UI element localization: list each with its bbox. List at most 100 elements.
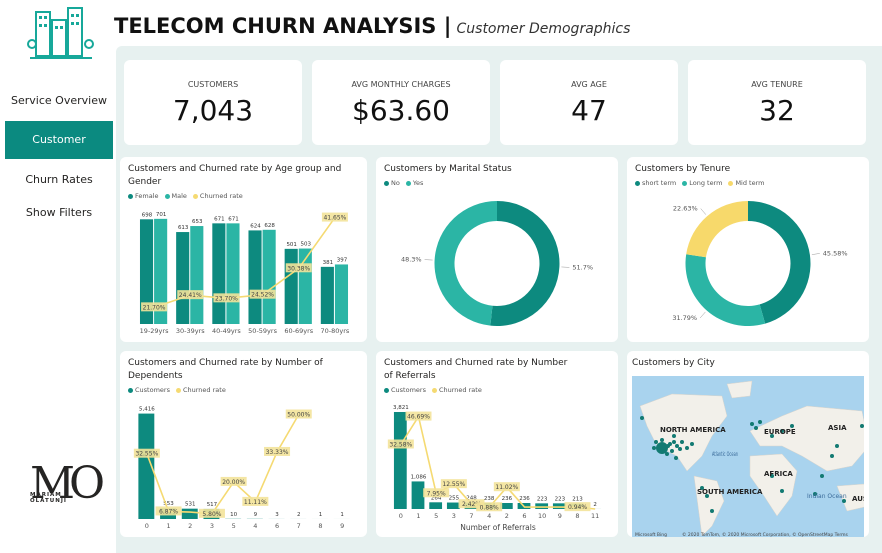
bar-label: 1 [340, 512, 344, 518]
city-dot [860, 423, 864, 428]
x-tick-label: 30-39yrs [176, 327, 205, 335]
x-tick-label: 3 [210, 522, 214, 530]
legend: short term Long term Mid term [635, 179, 861, 187]
data-label-bg [177, 290, 204, 300]
bar-label: 671 [214, 216, 225, 222]
x-tick-label: 8 [318, 522, 322, 530]
bar [535, 503, 549, 509]
data-label: 20.00% [222, 479, 245, 486]
data-label: 41.65% [323, 215, 346, 222]
nav-item[interactable]: Show Filters [25, 206, 93, 219]
bar [154, 218, 168, 324]
city-dot [652, 445, 656, 450]
bar-label: 236 [502, 496, 513, 502]
city-dot [790, 423, 794, 428]
bar [334, 264, 349, 324]
bar-label: 1 [319, 512, 323, 518]
legend-swatch [128, 387, 133, 393]
city-dot [820, 473, 824, 478]
x-tick-label: 60-69yrs [284, 327, 313, 335]
data-label-bg [264, 446, 291, 456]
data-label-bg [220, 476, 247, 486]
x-axis-label: Number of Referrals [460, 523, 536, 532]
legend-swatch [635, 180, 640, 186]
logo-name: MARIAM [30, 492, 62, 498]
city-dot [674, 455, 678, 460]
chart-panel: Customers and Churned rate by Number of … [376, 351, 618, 537]
map-label: EUROPE [764, 428, 796, 436]
x-tick-label: 7 [469, 512, 473, 520]
chart-title: Customers by Marital Status [384, 164, 512, 174]
map-attribution: Microsoft Bing [635, 532, 667, 537]
map-label: AUSTR [852, 495, 864, 503]
legend-item: Yes [405, 179, 424, 187]
data-label: 2.42% [462, 501, 481, 508]
bar-label: 698 [142, 212, 153, 218]
map-label: ASIA [828, 424, 847, 432]
bar-label: 628 [264, 223, 275, 229]
bar [138, 413, 155, 519]
x-tick-label: 4 [253, 522, 257, 530]
slice-label: 22.63% [673, 205, 698, 213]
nav-item[interactable]: Customer [5, 121, 113, 159]
data-label: 21.70% [143, 304, 166, 311]
bar-label: 503 [301, 242, 312, 248]
chart-panel: Customers by Marital Status No Yes 51.7% 48.… [376, 157, 618, 342]
bar-label: 9 [254, 512, 258, 518]
bar-label: 10 [230, 512, 237, 518]
kpi-label: AVG AGE [571, 80, 607, 89]
legend-label: Yes [412, 179, 424, 187]
x-tick-label: 9 [340, 522, 344, 530]
x-tick-label: 8 [575, 512, 579, 520]
map-label: Indian Ocean [807, 493, 847, 500]
bar [393, 412, 407, 509]
city-dot [750, 421, 754, 426]
city-dot [672, 433, 676, 438]
map-label: AFRICA [764, 470, 793, 478]
bar [139, 219, 154, 324]
legend-label: Mid term [735, 179, 765, 187]
legend-item: Mid term [728, 179, 765, 187]
kpi-card: AVG TENURE 32 [688, 60, 866, 145]
bar-label: 238 [484, 496, 495, 502]
data-label: 50.00% [287, 411, 310, 418]
kpi-card: CUSTOMERS 7,043 [124, 60, 302, 145]
legend: Female Male Churned rate [128, 192, 359, 200]
city-dot [705, 493, 709, 498]
slice-label: 51.7% [572, 263, 593, 271]
data-label-bg [387, 439, 414, 449]
data-label: 24.41% [179, 292, 202, 299]
map: NORTH AMERICA EUROPE ASIA AFRICA SOUTH AMERI… [632, 375, 864, 537]
land [726, 380, 753, 399]
legend-label: Churned rate [199, 192, 243, 200]
bar [262, 229, 276, 324]
plot: 51.7% 48.3% [401, 201, 593, 326]
bar-label: 2 [297, 512, 301, 518]
x-tick-label: 19-29yrs [140, 327, 169, 335]
legend-swatch [728, 180, 734, 186]
city-dot [660, 437, 664, 442]
bar-label: 671 [228, 216, 239, 222]
chart-title: Customers and Churned rate by Number of … [384, 358, 568, 381]
bar [190, 226, 204, 324]
data-label-bg [405, 411, 432, 421]
legend-item: short term [635, 179, 676, 187]
logo: MO MARIAM OLATUNJI [30, 462, 105, 506]
legend-item: Churned rate [192, 192, 243, 200]
bar-label: 3,821 [393, 405, 409, 411]
nav-item[interactable]: Churn Rates [25, 173, 93, 186]
data-label: 12.55% [442, 481, 465, 488]
legend-label: Male [171, 192, 187, 200]
legend-item: Female [128, 192, 159, 200]
data-label-bg [133, 448, 160, 458]
legend: Customers Churned rate [384, 386, 610, 394]
chart-panel: Customers by City NORTH AMERICA EUROPE ASIA… [627, 351, 869, 537]
data-label-bg [285, 409, 312, 419]
map-attribution: © 2020 TomTom, © 2020 Microsoft Corporat… [682, 531, 849, 537]
bar-label: 223 [537, 496, 548, 502]
bar-label: 624 [250, 223, 261, 229]
kpi-value: 47 [571, 94, 607, 127]
city-dot [813, 491, 817, 496]
donut-slice [490, 201, 560, 326]
nav-item[interactable]: Service Overview [11, 94, 107, 107]
